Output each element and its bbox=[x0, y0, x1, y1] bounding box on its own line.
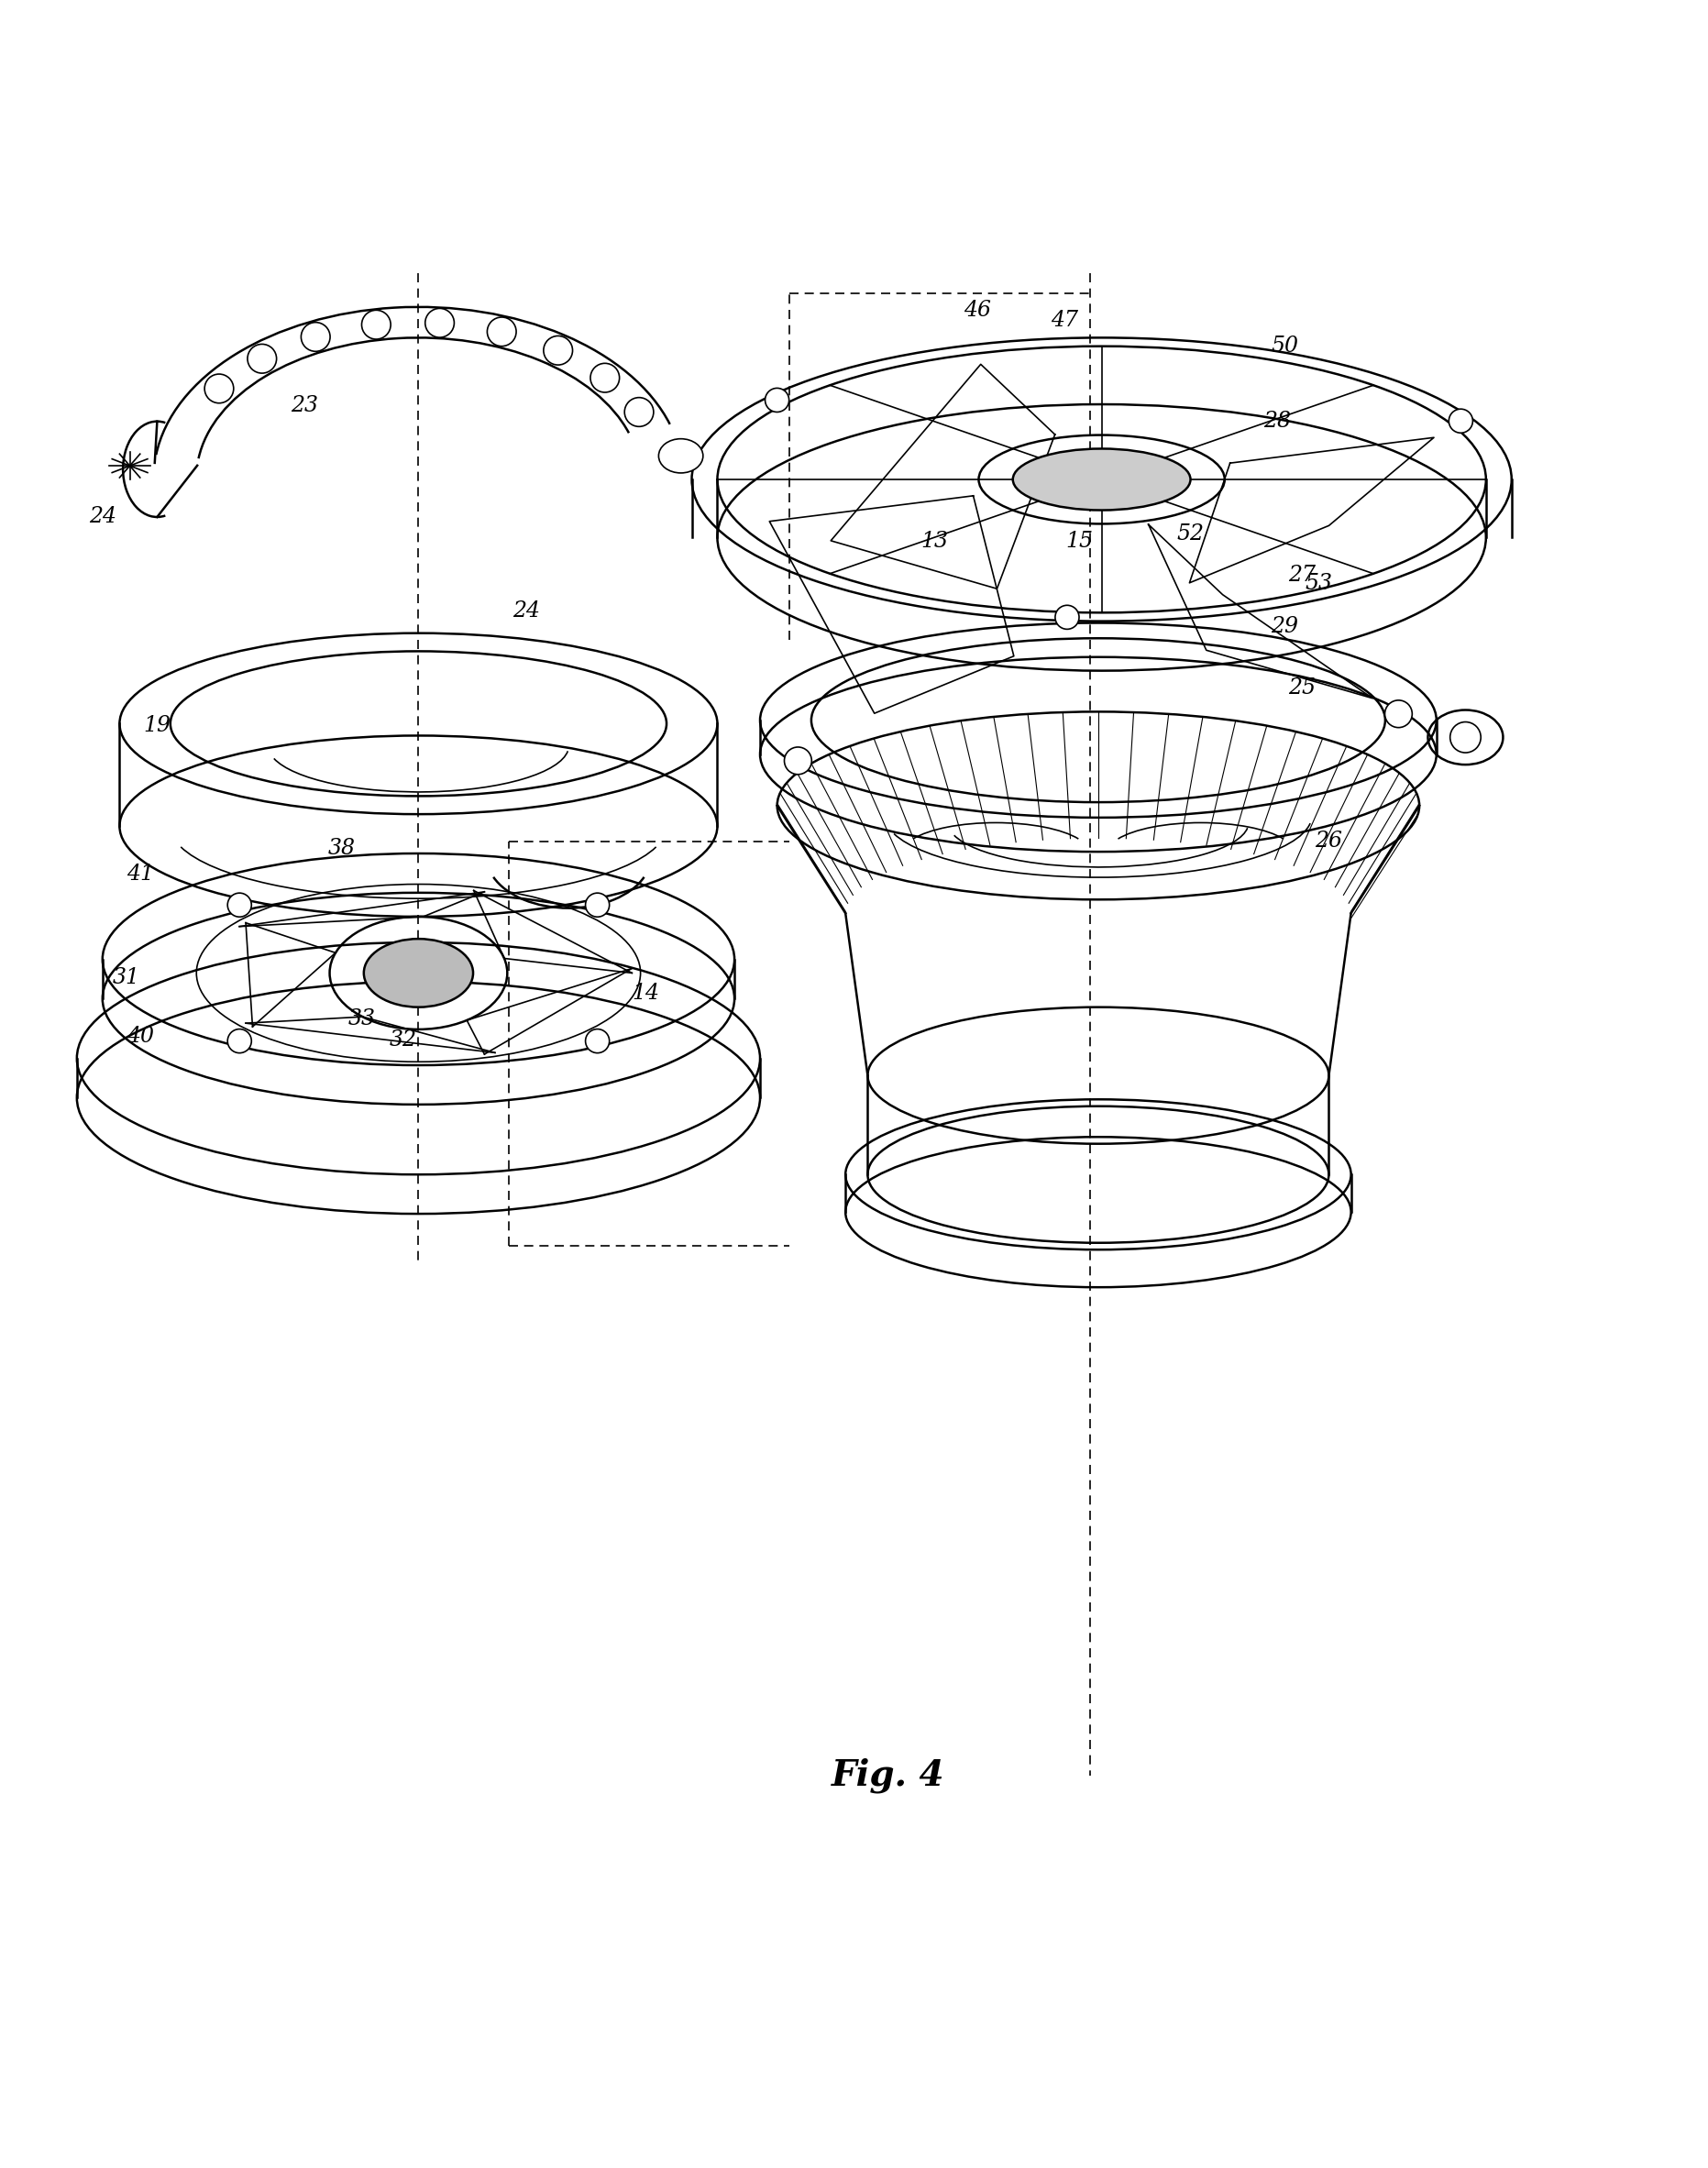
Circle shape bbox=[765, 388, 789, 412]
Circle shape bbox=[1450, 722, 1481, 752]
Circle shape bbox=[543, 336, 572, 364]
Circle shape bbox=[784, 748, 811, 774]
Text: 29: 29 bbox=[1271, 616, 1298, 637]
Circle shape bbox=[248, 345, 277, 373]
Circle shape bbox=[227, 893, 251, 917]
Text: 23: 23 bbox=[290, 395, 318, 416]
Circle shape bbox=[205, 375, 234, 403]
Text: Fig. 4: Fig. 4 bbox=[832, 1758, 945, 1793]
Circle shape bbox=[591, 364, 620, 392]
Text: 32: 32 bbox=[389, 1030, 417, 1049]
Circle shape bbox=[227, 1030, 251, 1054]
Ellipse shape bbox=[659, 438, 704, 473]
Circle shape bbox=[586, 893, 610, 917]
Text: 33: 33 bbox=[348, 1008, 376, 1030]
Text: 24: 24 bbox=[89, 507, 116, 527]
Text: 28: 28 bbox=[1264, 410, 1291, 431]
Text: 52: 52 bbox=[1177, 522, 1204, 544]
Circle shape bbox=[362, 310, 391, 338]
Circle shape bbox=[1056, 605, 1079, 629]
Text: 31: 31 bbox=[113, 967, 140, 989]
Text: 14: 14 bbox=[632, 982, 659, 1004]
Text: 25: 25 bbox=[1288, 676, 1315, 698]
Text: 47: 47 bbox=[1050, 310, 1078, 332]
Text: 15: 15 bbox=[1066, 531, 1093, 551]
Text: 26: 26 bbox=[1315, 830, 1342, 852]
Text: 41: 41 bbox=[126, 863, 154, 885]
Ellipse shape bbox=[1013, 449, 1190, 509]
Text: 53: 53 bbox=[1305, 572, 1332, 594]
Text: 40: 40 bbox=[126, 1025, 154, 1047]
Text: 19: 19 bbox=[143, 715, 171, 735]
Text: 13: 13 bbox=[921, 531, 948, 551]
Text: 38: 38 bbox=[328, 837, 355, 859]
Ellipse shape bbox=[364, 939, 473, 1008]
Text: 27: 27 bbox=[1288, 564, 1315, 585]
Circle shape bbox=[1385, 700, 1413, 728]
Text: 46: 46 bbox=[963, 299, 991, 321]
Text: 50: 50 bbox=[1271, 336, 1298, 358]
Circle shape bbox=[425, 308, 454, 338]
Circle shape bbox=[301, 323, 330, 351]
Circle shape bbox=[487, 317, 516, 347]
Circle shape bbox=[625, 397, 654, 427]
Circle shape bbox=[586, 1030, 610, 1054]
Circle shape bbox=[1448, 410, 1472, 434]
Text: 24: 24 bbox=[512, 601, 540, 622]
